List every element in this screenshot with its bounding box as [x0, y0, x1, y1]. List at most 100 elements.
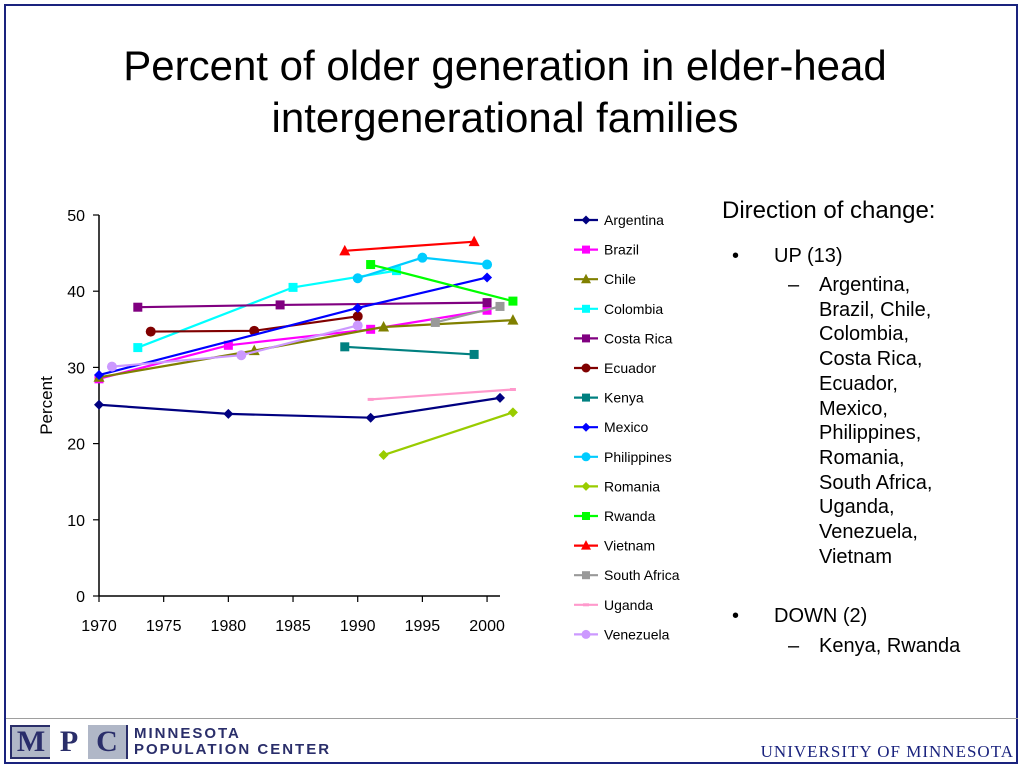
- logo-letter: M: [16, 725, 46, 758]
- data-point: [94, 370, 104, 381]
- up-country-line: Brazil, Chile,: [819, 298, 932, 321]
- legend-marker: [581, 452, 591, 462]
- title-line-2: intergenerational families: [271, 94, 739, 141]
- data-point: [133, 302, 143, 312]
- data-point: [482, 298, 492, 308]
- data-point: [417, 252, 428, 263]
- y-tick-label: 40: [67, 284, 85, 301]
- legend-label: Mexico: [604, 419, 649, 435]
- bullet-dot: •: [732, 245, 740, 267]
- data-point: [236, 350, 247, 361]
- legend-marker: [581, 422, 591, 432]
- series-line: [435, 305, 501, 324]
- data-point: [133, 343, 143, 353]
- data-point: [430, 317, 440, 327]
- data-point: [352, 273, 363, 284]
- legend-label: Ecuador: [604, 360, 656, 376]
- slide-title: Percent of older generation in elder-hea…: [0, 40, 1010, 144]
- y-tick-label: 50: [67, 208, 85, 225]
- legend-marker: [582, 304, 590, 313]
- down-country-lines: Kenya, Rwanda: [819, 634, 960, 659]
- legend-marker: [582, 334, 590, 343]
- data-point: [507, 407, 518, 418]
- y-axis-label: Percent: [37, 376, 56, 435]
- x-tick-label: 1980: [211, 618, 247, 635]
- up-country-line: Philippines,: [819, 422, 922, 445]
- data-point: [508, 296, 518, 306]
- legend-marker: [581, 215, 591, 225]
- legend-label: Philippines: [604, 449, 672, 465]
- data-point: [509, 387, 516, 391]
- up-country-line: Ecuador,: [819, 372, 898, 395]
- data-point: [145, 326, 156, 337]
- legend-label: Argentina: [604, 212, 664, 228]
- series-line: [370, 263, 514, 303]
- series-line: [137, 301, 488, 309]
- up-country-line: South Africa,: [819, 471, 933, 494]
- legend-label: Kenya: [604, 390, 644, 406]
- legend-label: Romania: [604, 478, 660, 494]
- legend-marker: [581, 481, 591, 491]
- data-point: [288, 282, 298, 292]
- down-country-line: Kenya, Rwanda: [819, 635, 961, 657]
- legend-marker: [581, 363, 591, 373]
- series-line: [344, 345, 475, 356]
- legend-label: Uganda: [604, 597, 653, 613]
- data-point: [275, 300, 285, 310]
- direction-heading: Direction of change:: [722, 197, 936, 224]
- legend-label: Costa Rica: [604, 330, 673, 346]
- x-tick-label: 1990: [340, 618, 376, 635]
- legend-marker: [581, 540, 591, 550]
- legend-label: Colombia: [604, 301, 663, 317]
- y-tick-label: 10: [67, 513, 85, 530]
- up-country-line: Uganda,: [819, 496, 895, 519]
- series-line: [383, 411, 514, 457]
- up-label: UP (13): [774, 245, 843, 267]
- data-point: [352, 302, 363, 313]
- data-point: [482, 259, 493, 270]
- slide-frame: [4, 4, 1018, 764]
- data-point: [367, 397, 374, 401]
- dash: –: [788, 274, 800, 296]
- footer-divider: [6, 718, 1018, 719]
- data-point: [507, 314, 519, 325]
- legend-label: Rwanda: [604, 508, 656, 524]
- up-country-line: Venezuela,: [819, 521, 918, 544]
- up-country-line: Mexico,: [819, 397, 888, 420]
- logo-line-2: POPULATION CENTER: [134, 741, 332, 758]
- data-point: [366, 260, 376, 270]
- y-tick-label: 0: [76, 589, 85, 606]
- data-point: [94, 399, 104, 410]
- y-tick-label: 30: [67, 360, 85, 377]
- legend-label: Brazil: [604, 242, 639, 258]
- legend-marker: [582, 512, 590, 520]
- y-tick-label: 20: [67, 437, 85, 454]
- up-country-lines: Argentina, Brazil, Chile, Colombia, Costa R…: [819, 273, 932, 569]
- dash: –: [788, 635, 800, 657]
- legend-label: Chile: [604, 271, 636, 287]
- data-point: [495, 301, 505, 311]
- data-point: [365, 412, 376, 423]
- data-point: [106, 361, 117, 372]
- data-point: [468, 235, 480, 247]
- legend-label: Vietnam: [604, 538, 655, 554]
- up-country-line: Vietnam: [819, 545, 893, 568]
- data-point: [495, 392, 505, 403]
- university-name: UNIVERSITY OF MINNESOTA: [760, 742, 1014, 761]
- up-country-line: Colombia,: [819, 323, 910, 346]
- series-line: [344, 240, 475, 252]
- direction-panel: Direction of change: • UP (13) – Argenti…: [722, 196, 1012, 657]
- data-point: [223, 408, 234, 419]
- x-tick-label: 1975: [146, 618, 182, 635]
- legend-marker: [582, 393, 590, 402]
- data-point: [378, 321, 390, 332]
- data-point: [223, 340, 233, 350]
- legend-label: Venezuela: [604, 626, 670, 642]
- x-tick-label: 1970: [81, 618, 117, 635]
- bullet-dot: •: [732, 605, 740, 627]
- series-line: [98, 319, 513, 379]
- legend-marker: [581, 273, 591, 284]
- series-line: [98, 396, 501, 419]
- mpc-logo: M P C MINNESOTA POPULATION CENTER: [10, 724, 331, 760]
